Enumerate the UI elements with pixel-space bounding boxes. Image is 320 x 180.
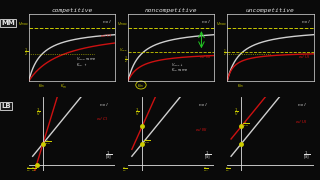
Text: $\frac{-1}{K_m}$: $\frac{-1}{K_m}$ (225, 165, 230, 174)
Text: $\frac{1}{V}$: $\frac{1}{V}$ (234, 106, 239, 118)
Text: $V_{max}$-same: $V_{max}$-same (76, 56, 97, 63)
Text: no I: no I (203, 21, 210, 24)
Text: $\frac{1}{V_{max}}$: $\frac{1}{V_{max}}$ (143, 136, 150, 146)
Text: $\frac{-1}{K_m}$: $\frac{-1}{K_m}$ (26, 165, 32, 174)
Text: w/ CI: w/ CI (97, 117, 108, 121)
Text: $K_m$- $\uparrow$: $K_m$- $\uparrow$ (76, 61, 88, 69)
Text: no I: no I (199, 103, 207, 107)
Text: $\frac{-1}{K_{m_i}}$: $\frac{-1}{K_{m_i}}$ (30, 165, 36, 174)
Text: $\frac{-1}{K_m}$: $\frac{-1}{K_m}$ (122, 165, 127, 174)
Text: LB: LB (1, 103, 11, 109)
Text: w/ CI: w/ CI (101, 34, 111, 38)
Text: MM: MM (1, 20, 15, 26)
Text: $\frac{1}{[S]}$: $\frac{1}{[S]}$ (204, 150, 212, 162)
Text: $\frac{1}{2}$: $\frac{1}{2}$ (223, 48, 227, 59)
Text: $V_{max}$: $V_{max}$ (216, 20, 227, 28)
Text: $K_m$: $K_m$ (138, 82, 144, 90)
Text: $\frac{3}{2}$: $\frac{3}{2}$ (124, 54, 128, 66)
Title: uncompetitive: uncompetitive (246, 8, 295, 13)
Text: $V_{app}$: $V_{app}$ (119, 46, 128, 53)
Text: $\frac{1}{2}$: $\frac{1}{2}$ (24, 47, 28, 58)
Text: $\frac{1}{V}$: $\frac{1}{V}$ (36, 106, 41, 118)
Text: no I: no I (298, 103, 306, 107)
Text: $K_m'$: $K_m'$ (60, 82, 67, 90)
Text: w/ NI: w/ NI (200, 55, 210, 58)
Title: competitive: competitive (52, 8, 92, 13)
Text: no I: no I (100, 103, 108, 107)
Text: $\frac{1}{[S]}$: $\frac{1}{[S]}$ (303, 150, 311, 162)
Title: noncompetitive: noncompetitive (145, 8, 197, 13)
Text: $\frac{1}{V}$: $\frac{1}{V}$ (135, 106, 140, 118)
Text: $V_{max}$: $V_{max}$ (18, 20, 28, 28)
Text: $\frac{1}{V_{max}}$: $\frac{1}{V_{max}}$ (44, 137, 51, 147)
Text: $V_{max}$: $V_{max}$ (117, 20, 128, 28)
Text: $K_m$-same: $K_m$-same (171, 66, 189, 74)
Text: w/ UI: w/ UI (296, 120, 306, 123)
Text: w/ NI: w/ NI (196, 128, 207, 132)
Text: $K_m$: $K_m$ (38, 82, 45, 90)
Text: no I: no I (302, 21, 309, 24)
Text: w/ UI: w/ UI (299, 55, 309, 58)
Text: $\frac{1}{[S]}$: $\frac{1}{[S]}$ (105, 150, 112, 162)
Text: $V_{max}\downarrow$: $V_{max}\downarrow$ (171, 61, 184, 69)
Text: $K_m$: $K_m$ (237, 82, 244, 90)
Text: $\frac{1}{V_{max}}$: $\frac{1}{V_{max}}$ (242, 120, 249, 129)
Text: $\frac{-1}{K_{m_i}}$: $\frac{-1}{K_{m_i}}$ (204, 165, 209, 174)
Text: no I: no I (103, 21, 111, 24)
